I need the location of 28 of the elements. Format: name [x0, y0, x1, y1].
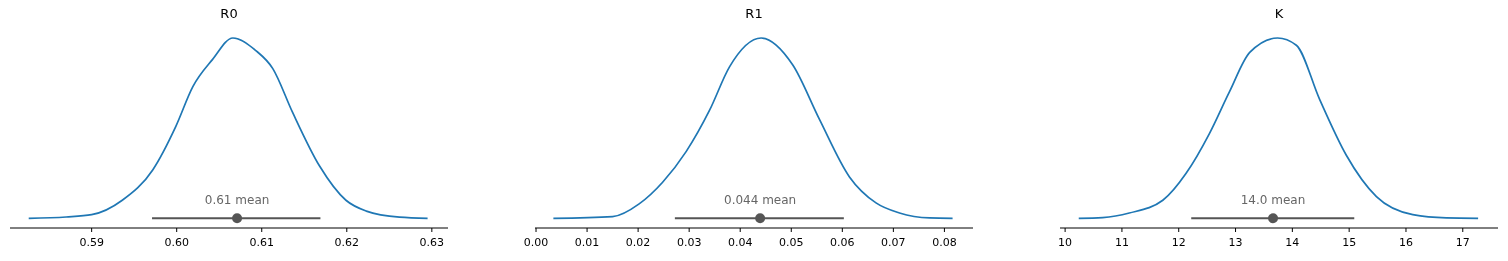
x-tick-label: 12 [1171, 236, 1186, 249]
x-tick-label: 11 [1114, 236, 1129, 249]
annotation: 0.61 mean [204, 193, 270, 208]
x-tick-label: 0.06 [830, 236, 855, 249]
x-tick-label: 13 [1228, 236, 1243, 249]
x-tick-label: 0.04 [727, 236, 753, 249]
x-tick-label: 0.07 [881, 236, 906, 249]
x-tick-label: 0.03 [676, 236, 702, 249]
annotation: 14.0 mean [1240, 193, 1306, 208]
x-tick-label: 10 [1058, 236, 1073, 249]
x-tick-label: 15 [1342, 236, 1357, 249]
chart-title: R1 [745, 6, 763, 21]
chart-title: R0 [220, 6, 238, 21]
x-tick-label: 0.01 [574, 236, 600, 249]
x-tick-label: 0.05 [779, 236, 804, 249]
x-tick-label: 17 [1455, 236, 1470, 249]
x-tick-label: 0.61 [249, 236, 274, 249]
x-tick-label: 14 [1285, 236, 1300, 249]
x-tick-label: 0.08 [932, 236, 957, 249]
x-tick-label: 0.62 [334, 236, 360, 249]
x-tick-label: 0.63 [419, 236, 445, 249]
x-tick-label: 0.00 [523, 236, 549, 249]
annotation: 0.044 mean [724, 193, 797, 208]
chart-title: K [1274, 6, 1284, 21]
x-tick-label: 16 [1398, 236, 1413, 249]
x-tick-label: 0.59 [79, 236, 104, 249]
x-tick-label: 0.02 [625, 236, 651, 249]
x-tick-label: 0.60 [164, 236, 189, 249]
